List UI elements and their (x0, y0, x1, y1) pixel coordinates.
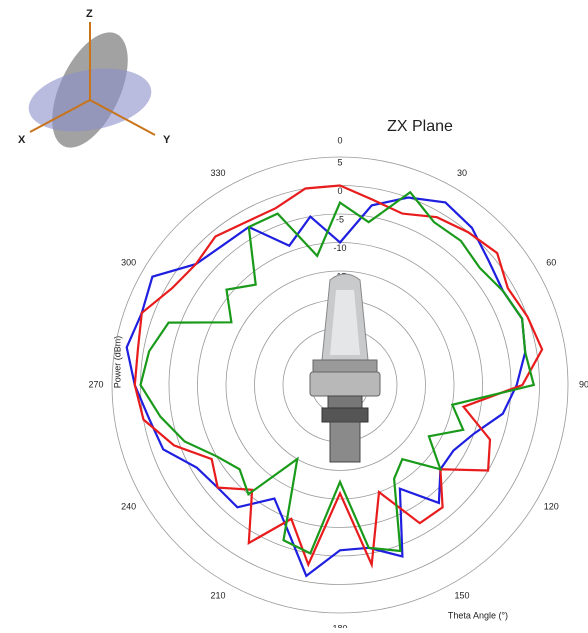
icon-label: Y (163, 134, 171, 146)
r-tick-label: -5 (336, 214, 344, 224)
theta-tick-label: 330 (210, 168, 225, 178)
antenna-illustration (309, 273, 381, 463)
theta-tick-label: 210 (210, 591, 225, 601)
theta-tick-label: 60 (546, 257, 556, 267)
theta-tick-label: 30 (457, 168, 467, 178)
r-tick-label: -10 (333, 243, 346, 253)
r-tick-label: 0 (337, 186, 342, 196)
theta-tick-label: 0 (337, 135, 342, 145)
theta-tick-label: 90 (579, 379, 588, 389)
grid-ring (168, 213, 512, 557)
theta-tick-label: 120 (544, 501, 559, 511)
grid-ring (111, 156, 569, 614)
theta-tick-label: 180 (332, 623, 347, 628)
theta-tick-label: 300 (121, 257, 136, 267)
chart-title: ZX Plane (387, 118, 453, 135)
theta-tick-label: 150 (454, 591, 469, 601)
series-line (139, 190, 536, 555)
theta-axis-label: Theta Angle (°) (448, 610, 508, 620)
icon-label: X (18, 134, 26, 146)
theta-tick-label: 240 (121, 501, 136, 511)
plot (125, 184, 544, 578)
r-axis-label: Power (dBm) (112, 336, 122, 389)
r-tick-label: 5 (337, 157, 342, 167)
series-line (133, 184, 544, 569)
icon-label: Z (86, 8, 93, 20)
grid-ring (225, 270, 455, 500)
theta-tick-label: 270 (88, 379, 103, 389)
axis-icon: X Y Z (18, 8, 171, 148)
